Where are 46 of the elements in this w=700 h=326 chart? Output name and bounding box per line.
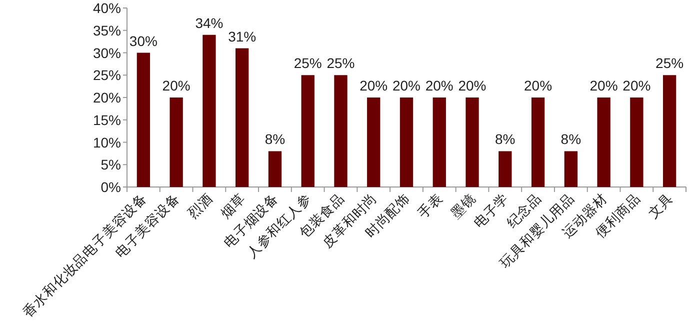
data-label: 20% [622, 78, 651, 94]
data-label: 20% [458, 78, 486, 94]
data-label: 34% [195, 14, 224, 31]
x-tick-label: 烈酒 [184, 190, 216, 221]
data-label: 20% [360, 78, 388, 94]
data-label: 25% [294, 55, 322, 72]
x-tick-label: 文具 [645, 190, 676, 221]
data-label: 20% [425, 78, 454, 94]
bar [498, 151, 512, 187]
bar [202, 34, 216, 187]
y-tick-label: 40% [92, 0, 121, 16]
y-tick-label: 20% [92, 90, 121, 106]
data-label: 20% [524, 78, 552, 94]
bar [564, 151, 578, 187]
bar [367, 98, 380, 187]
y-tick-label: 30% [92, 44, 121, 61]
y-tick-label: 15% [92, 112, 121, 128]
data-label: 20% [590, 78, 618, 94]
bar [400, 98, 414, 187]
bar [268, 151, 282, 187]
y-tick-label: 35% [92, 22, 121, 38]
data-label: 25% [326, 55, 355, 72]
data-label: 8% [560, 131, 582, 148]
bar [662, 75, 676, 187]
bar [630, 98, 644, 187]
x-tick-label: 手表 [415, 190, 446, 221]
y-tick-label: 25% [92, 67, 121, 84]
bar [236, 48, 249, 187]
bar [531, 98, 545, 187]
y-tick-label: 10% [92, 134, 121, 150]
bar [466, 98, 479, 187]
data-label: 8% [495, 131, 516, 148]
bar [597, 98, 610, 187]
bar [301, 75, 314, 187]
bar [334, 75, 348, 187]
data-label: 8% [264, 131, 286, 148]
bar [170, 98, 183, 187]
data-label: 20% [162, 78, 190, 94]
data-label: 30% [129, 32, 158, 49]
data-label: 31% [228, 28, 256, 44]
bar [136, 52, 150, 187]
data-label: 25% [656, 55, 684, 72]
data-label: 20% [392, 78, 421, 94]
y-tick-label: 5% [100, 156, 121, 173]
y-tick-label: 0% [100, 179, 121, 195]
bar [432, 98, 446, 187]
